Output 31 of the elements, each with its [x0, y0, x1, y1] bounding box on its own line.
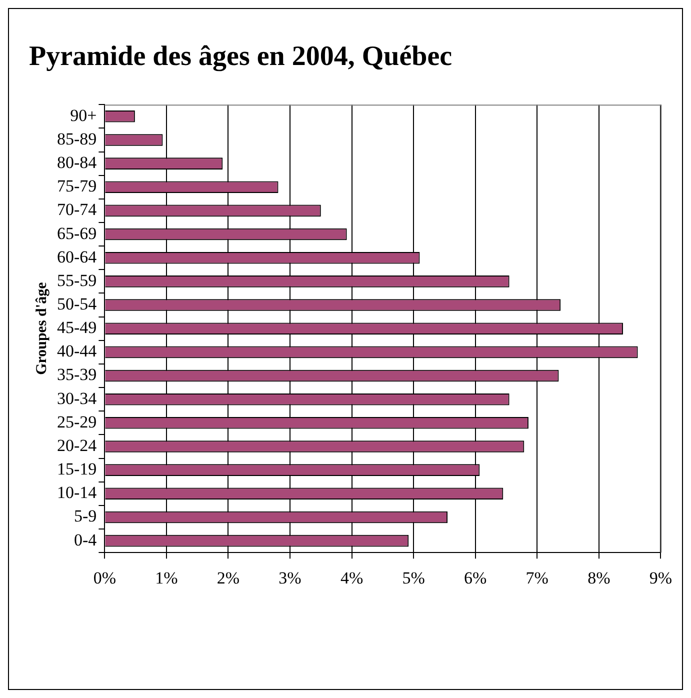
- x-tick-label: 3%: [278, 568, 302, 588]
- y-tick-label: 70-74: [56, 200, 98, 220]
- y-tick-label: 90+: [70, 106, 97, 125]
- chart-title: Pyramide des âges en 2004, Québec: [29, 41, 452, 72]
- x-tick-label: 0%: [93, 568, 116, 588]
- x-tick-label: 9%: [649, 568, 672, 588]
- y-tick-label: 65-69: [56, 224, 97, 243]
- y-tick-label: 30-34: [56, 388, 98, 408]
- y-tick-label: 55-59: [56, 270, 97, 290]
- y-tick-label: 25-29: [56, 412, 97, 432]
- y-tick-label: 0-4: [74, 530, 98, 550]
- y-tick-label: 80-84: [56, 153, 98, 172]
- y-tick-label: 40-44: [56, 342, 98, 361]
- y-tick-label: 60-64: [56, 247, 98, 266]
- x-tick-label: 8%: [588, 568, 610, 588]
- x-tick-label: 7%: [526, 568, 548, 588]
- y-tick-label: 15-19: [56, 460, 97, 479]
- x-tick-label: 2%: [216, 568, 240, 588]
- y-axis-title: Groupes d'âge: [34, 282, 50, 375]
- x-tick-label: 1%: [155, 568, 178, 588]
- y-tick-label: 85-89: [56, 129, 97, 148]
- x-tick-label: 4%: [340, 568, 364, 588]
- y-tick-label: 20-24: [56, 436, 98, 455]
- y-tick-label: 75-79: [56, 176, 97, 196]
- y-tick-label: 45-49: [56, 318, 97, 338]
- x-tick-label: 5%: [402, 568, 425, 588]
- y-tick-label: 50-54: [56, 294, 98, 314]
- y-tick-label: 35-39: [56, 365, 97, 384]
- y-tick-label: 5-9: [74, 506, 97, 526]
- x-tick-label: 6%: [464, 568, 487, 588]
- y-tick-label: 10-14: [56, 483, 98, 502]
